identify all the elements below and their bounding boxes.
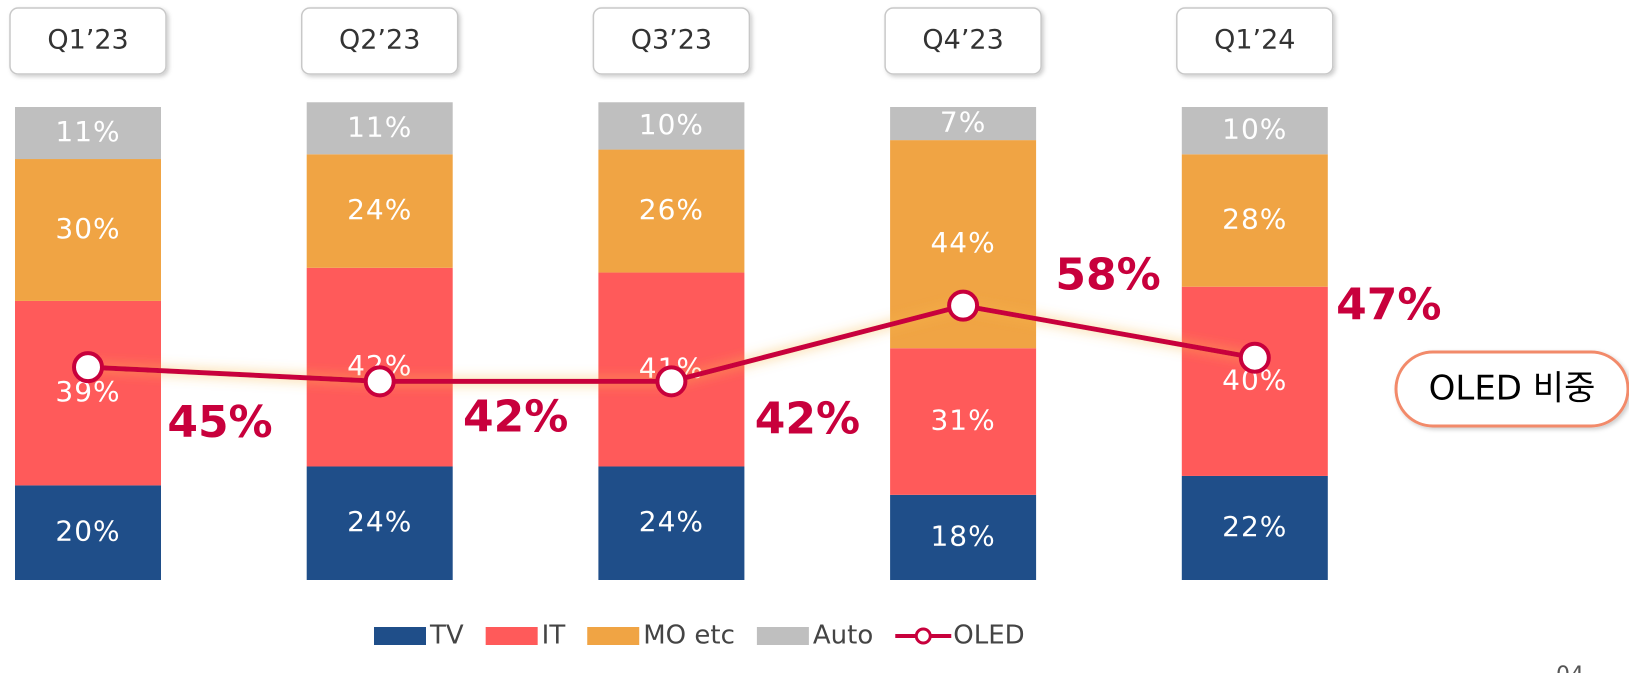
category-label: Q4’23 [922,25,1003,56]
value-label: 20% [55,515,120,548]
bar-segment [15,159,161,301]
legend-label: Auto [813,621,873,651]
annotation-box [1394,350,1629,428]
annotation: OLED 비중 [1429,369,1596,409]
value-label: 7% [940,106,986,139]
category-label: Q2’23 [339,25,420,56]
bar-segment [890,107,1037,141]
legend-label: OLED [953,621,1024,651]
oled-marker [72,351,104,384]
category-label: Q1’23 [47,25,128,56]
bar-segment [15,485,161,580]
category-box [592,7,751,75]
value-label: 31% [930,404,995,437]
category-box [9,7,167,75]
oled-marker [1238,341,1271,374]
bar-segment [1181,475,1328,580]
bar-segment [598,149,745,273]
value-label: 11% [347,110,412,143]
legend-marker [914,627,932,645]
bar-segment [1181,286,1328,476]
oled-label: 45% [167,397,272,448]
value-label: 30% [55,212,120,245]
legend-swatch [485,627,538,645]
value-label: 24% [347,505,412,538]
bar-segment [15,107,161,160]
value-label: 26% [639,193,704,226]
oled-label: 42% [463,391,568,442]
bar-segment [306,102,453,155]
oled-label: 58% [1055,250,1160,301]
bar-segment [306,466,453,580]
legend-label: MO etc [643,621,735,651]
legend-swatch [756,627,809,645]
category-box [300,7,459,75]
bar-segment [1181,154,1328,287]
value-label: 18% [930,519,995,552]
legend-label: IT [542,621,566,651]
value-label: 22% [1222,510,1287,543]
value-label: 44% [930,226,995,259]
value-label: 10% [1222,113,1287,146]
value-label: 28% [1222,203,1287,236]
page-number: 04 [1556,663,1584,673]
value-label: 24% [347,193,412,226]
bar-segment [15,300,161,486]
category-label: Q1’24 [1214,25,1295,56]
value-label: 10% [639,108,704,141]
value-label: 11% [55,115,120,148]
bar-segment [598,102,745,150]
legend-label: TV [429,621,464,651]
oled-label: 42% [755,393,860,444]
category-box [884,7,1042,75]
oled-label: 47% [1336,280,1441,331]
bar-segment [890,494,1037,580]
category-box [1176,7,1334,75]
oled-marker [363,365,396,398]
legend-swatch [374,627,426,645]
oled-marker [655,365,688,398]
bar-segment [598,466,745,580]
oled-marker [947,289,980,322]
bar-segment [306,154,453,268]
category-label: Q3’23 [631,25,712,56]
bar-segment [1181,107,1328,155]
bar-segment [890,348,1037,495]
legend-swatch [587,627,640,645]
value-label: 24% [639,505,704,538]
